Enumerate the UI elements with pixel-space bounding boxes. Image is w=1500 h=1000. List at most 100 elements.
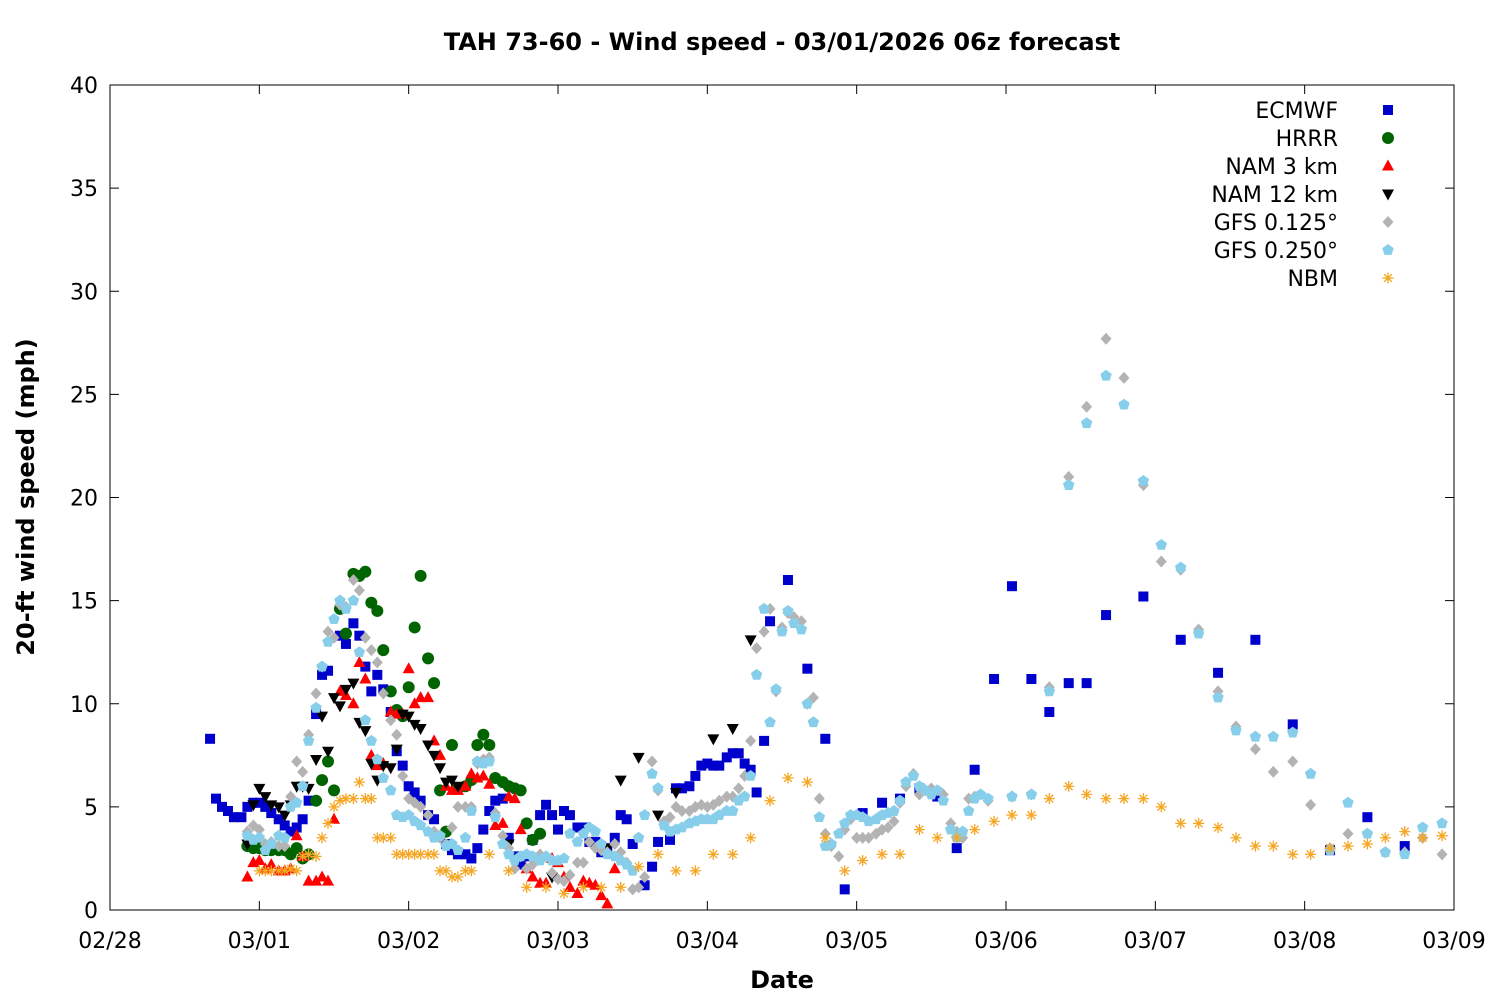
data-point-nam-3-km bbox=[353, 656, 366, 667]
legend-label-nbm: NBM bbox=[1287, 267, 1338, 292]
data-point-nbm bbox=[1043, 793, 1055, 805]
data-point-gfs-0-250 bbox=[626, 864, 639, 876]
data-point-gfs-0-250 bbox=[1379, 846, 1392, 858]
data-point-ecmwf bbox=[211, 793, 222, 804]
data-point-ecmwf bbox=[311, 709, 322, 720]
star-stroke bbox=[653, 849, 663, 859]
legend: ECMWF HRRR NAM 3 km NAM 12 km GFS 0.125° GFS … bbox=[1211, 99, 1394, 292]
data-point-gfs-0-250 bbox=[638, 809, 651, 820]
data-point-gfs-0-125 bbox=[676, 805, 688, 817]
data-point-nbm bbox=[615, 881, 627, 893]
data-point-gfs-0-125 bbox=[509, 862, 521, 875]
y-tick-label: 25 bbox=[70, 383, 98, 408]
data-point-ecmwf bbox=[782, 575, 793, 585]
data-point-nbm bbox=[483, 848, 495, 860]
data-point-gfs-0-250 bbox=[888, 805, 900, 816]
data-point-nbm bbox=[365, 793, 377, 805]
plot-frame bbox=[109, 84, 1455, 911]
star-stroke bbox=[484, 849, 494, 859]
x-axis-label: Date bbox=[750, 966, 814, 994]
data-point-nbm bbox=[577, 881, 589, 893]
data-point-ecmwf bbox=[317, 669, 328, 680]
data-point-ecmwf bbox=[1175, 634, 1186, 645]
data-point-ecmwf bbox=[279, 820, 290, 831]
data-point-gfs-0-125 bbox=[546, 866, 558, 879]
star-stroke bbox=[1268, 841, 1278, 851]
data-point-nbm bbox=[521, 881, 533, 893]
data-point-nam-12-km bbox=[328, 693, 340, 705]
data-point-ecmwf bbox=[303, 795, 314, 806]
data-point-nbm bbox=[1267, 840, 1279, 852]
data-point-nam-3-km bbox=[347, 697, 360, 709]
data-point-ecmwf bbox=[541, 799, 552, 810]
star-stroke bbox=[1064, 781, 1074, 791]
data-point-gfs-0-125 bbox=[882, 821, 894, 834]
data-point-gfs-0-250 bbox=[982, 792, 994, 804]
data-point-gfs-0-250 bbox=[377, 772, 389, 783]
data-point-nam-12-km bbox=[310, 754, 323, 766]
data-point-gfs-0-250 bbox=[795, 623, 808, 635]
data-point-gfs-0-250 bbox=[788, 617, 800, 629]
star-stroke bbox=[311, 852, 321, 861]
data-point-nam-12-km bbox=[390, 744, 403, 756]
y-axis-label: 20-ft wind speed (mph) bbox=[12, 338, 40, 655]
legend-marker-gfs-0-125 bbox=[1382, 216, 1394, 228]
star-stroke bbox=[932, 833, 942, 843]
data-point-hrrr bbox=[339, 627, 352, 640]
data-point-nbm bbox=[988, 815, 1000, 827]
data-point-nbm bbox=[1212, 822, 1224, 833]
data-point-ecmwf bbox=[260, 801, 271, 812]
data-point-nbm bbox=[707, 848, 719, 860]
data-point-gfs-0-125 bbox=[347, 574, 359, 586]
data-point-nam-12-km bbox=[402, 711, 415, 723]
data-point-hrrr bbox=[514, 784, 527, 797]
star-stroke bbox=[858, 856, 867, 865]
data-point-ecmwf bbox=[702, 758, 713, 769]
x-tick-label: 03/05 bbox=[825, 929, 888, 954]
data-point-nam-3-km bbox=[459, 779, 472, 791]
data-point-nbm bbox=[764, 795, 776, 807]
data-point-ecmwf bbox=[348, 618, 359, 629]
data-point-ecmwf bbox=[478, 824, 489, 835]
data-point-gfs-0-125 bbox=[1249, 743, 1261, 756]
data-point-ecmwf bbox=[1006, 581, 1017, 592]
data-point-ecmwf bbox=[989, 674, 1000, 684]
star-stroke bbox=[1363, 839, 1372, 849]
data-point-ecmwf bbox=[690, 770, 701, 781]
series-nbm bbox=[253, 772, 1448, 899]
data-point-ecmwf bbox=[564, 810, 575, 821]
data-point-gfs-0-250 bbox=[646, 767, 658, 779]
data-point-ecmwf bbox=[739, 758, 750, 769]
data-point-gfs-0-250 bbox=[1118, 398, 1130, 410]
star-stroke bbox=[1380, 833, 1390, 843]
data-point-gfs-0-250 bbox=[900, 776, 912, 787]
data-point-nbm bbox=[1100, 793, 1112, 805]
data-point-gfs-0-125 bbox=[888, 815, 900, 828]
data-point-ecmwf bbox=[558, 806, 569, 816]
star-stroke bbox=[378, 833, 388, 843]
data-point-gfs-0-125 bbox=[1267, 765, 1279, 778]
data-point-gfs-0-125 bbox=[397, 769, 409, 782]
data-point-nbm bbox=[385, 832, 397, 844]
data-point-nam-3-km bbox=[422, 691, 435, 703]
star-stroke bbox=[691, 866, 700, 876]
data-point-nbm bbox=[1399, 826, 1411, 838]
star-stroke bbox=[1007, 810, 1017, 820]
data-point-gfs-0-125 bbox=[564, 868, 576, 881]
data-point-ecmwf bbox=[745, 764, 756, 775]
data-point-gfs-0-250 bbox=[371, 753, 384, 765]
data-point-gfs-0-250 bbox=[1175, 561, 1187, 573]
data-point-ecmwf bbox=[1287, 719, 1298, 730]
star-stroke bbox=[1418, 833, 1427, 843]
data-point-ecmwf bbox=[653, 836, 664, 847]
x-tick-label: 03/07 bbox=[1124, 929, 1187, 954]
data-point-gfs-0-250 bbox=[1267, 730, 1280, 742]
data-point-gfs-0-125 bbox=[359, 631, 371, 644]
data-point-ecmwf bbox=[334, 630, 345, 641]
data-point-nam-12-km bbox=[322, 746, 335, 758]
star-stroke bbox=[1119, 794, 1129, 803]
star-stroke bbox=[783, 773, 793, 783]
data-point-gfs-0-250 bbox=[385, 784, 397, 796]
data-point-gfs-0-250 bbox=[1342, 796, 1354, 808]
